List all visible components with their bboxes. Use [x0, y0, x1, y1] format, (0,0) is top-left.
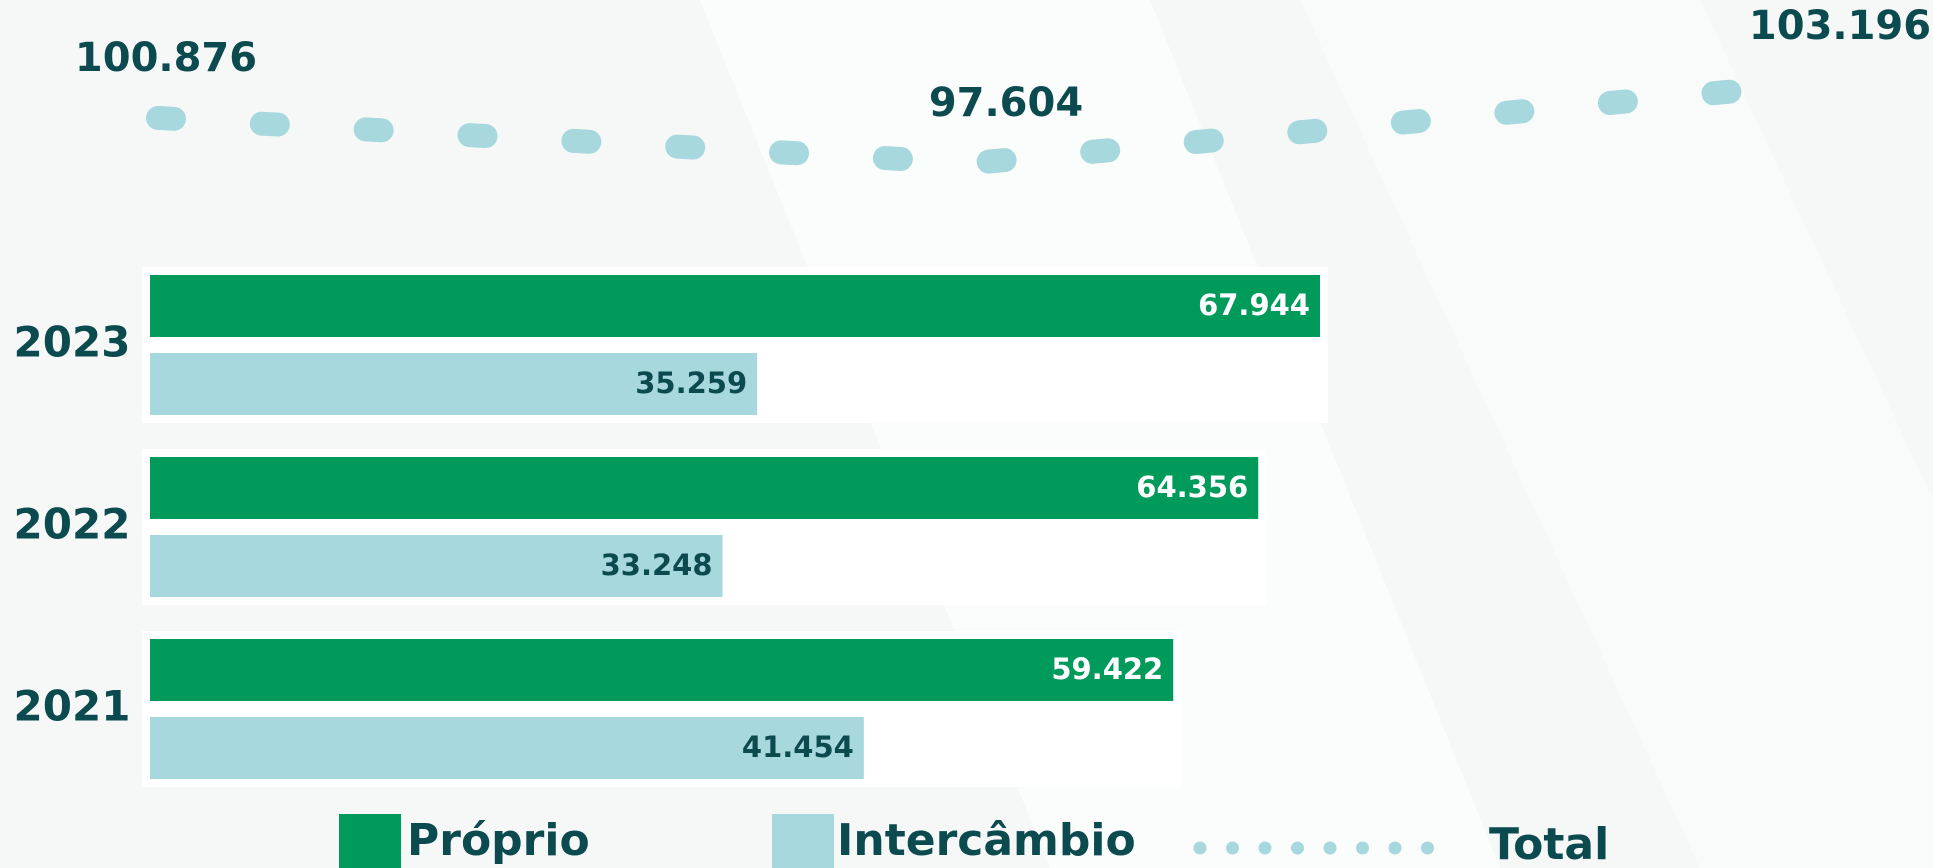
- bg-shape: [700, 0, 1500, 868]
- value-label: 59.422: [1051, 652, 1163, 686]
- bar: [150, 353, 758, 415]
- legend-swatch: [339, 814, 401, 868]
- total-label: 100.876: [75, 35, 257, 81]
- total-label: 97.604: [929, 80, 1083, 126]
- bar: [150, 457, 1259, 519]
- total-label: 103.196: [1749, 3, 1931, 49]
- bg-shape: [1300, 0, 1933, 868]
- value-label: 35.259: [635, 366, 747, 400]
- legend-label: Total: [1489, 819, 1609, 868]
- category-label: 2022: [14, 500, 131, 549]
- legend-swatch: [772, 814, 834, 868]
- legend-label: Próprio: [407, 815, 590, 866]
- total-line: [146, 74, 1802, 176]
- value-label: 64.356: [1136, 470, 1248, 504]
- value-label: 33.248: [601, 548, 713, 582]
- category-label: 2021: [14, 682, 131, 731]
- value-label: 67.944: [1198, 288, 1310, 322]
- bar: [150, 717, 864, 779]
- value-label: 41.454: [742, 730, 854, 764]
- legend-label: Intercâmbio: [837, 815, 1136, 866]
- bar: [150, 639, 1174, 701]
- bar: [150, 535, 723, 597]
- bar: [150, 275, 1320, 337]
- category-label: 2023: [14, 318, 131, 367]
